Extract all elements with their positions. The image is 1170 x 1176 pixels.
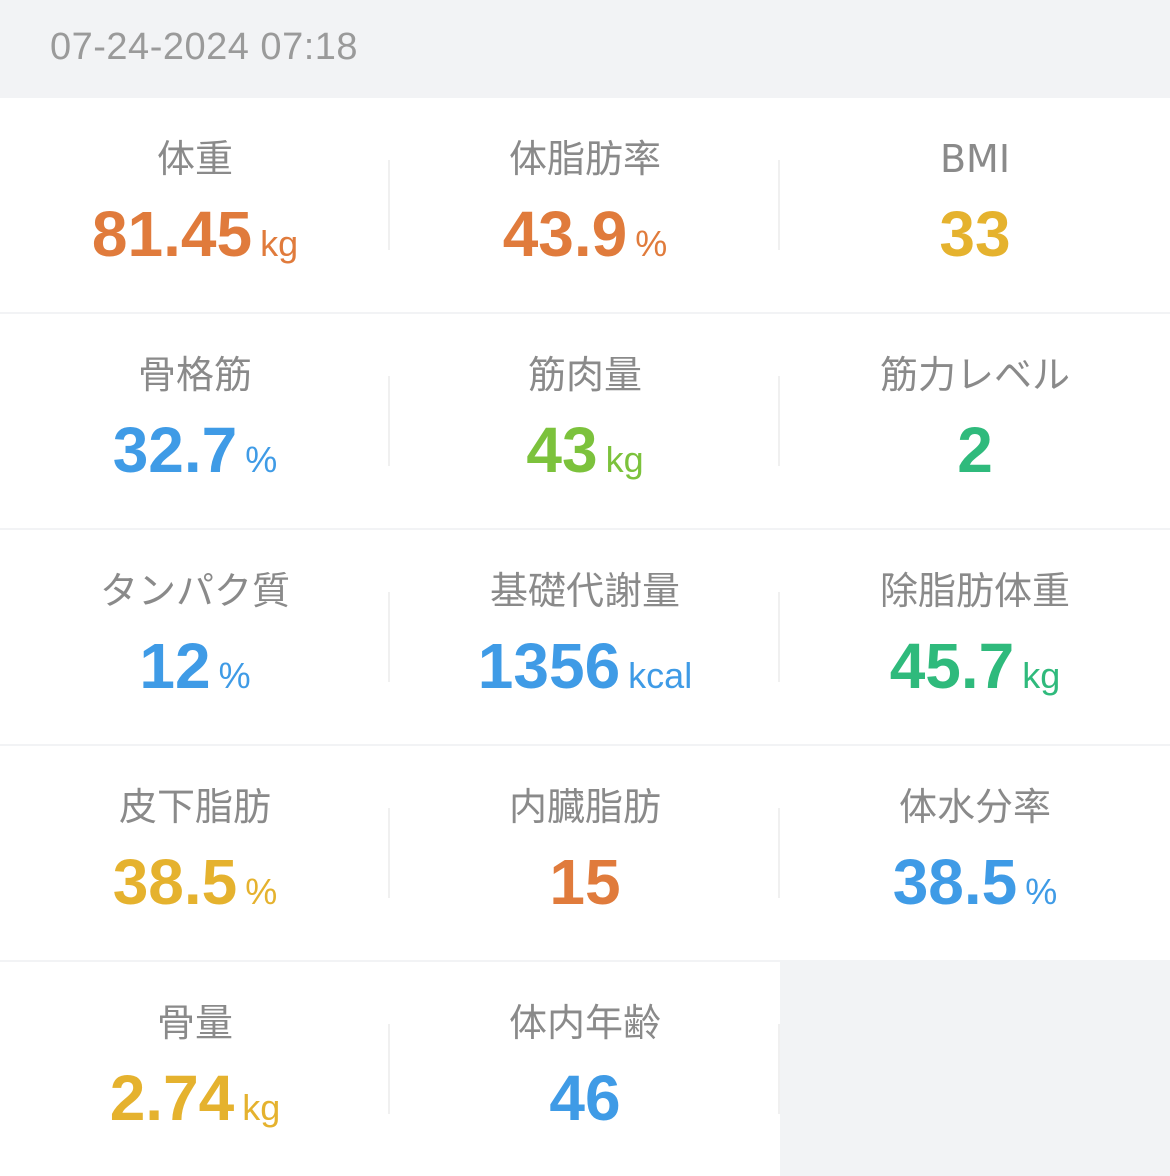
metric-value: 33	[939, 198, 1011, 270]
metric-label: 体脂肪率	[508, 137, 661, 181]
metric-body-fat[interactable]: 体脂肪率 43.9%	[390, 98, 780, 312]
measurement-timestamp: 07-24-2024 07:18	[50, 26, 359, 68]
metric-value: 15	[549, 846, 621, 918]
header-bar: 07-24-2024 07:18	[0, 0, 1170, 98]
metric-bmi[interactable]: BMI 33	[780, 98, 1170, 312]
metric-label: タンパク質	[99, 569, 290, 613]
metric-value: 2	[957, 414, 993, 486]
empty-cell	[780, 962, 1170, 1176]
metric-label: 体内年齢	[508, 1001, 661, 1045]
metric-lean-body-mass[interactable]: 除脂肪体重 45.7 kg	[780, 530, 1170, 744]
metric-bone-mass[interactable]: 骨量 2.74 kg	[0, 962, 390, 1176]
metric-value: 38.5	[112, 846, 238, 918]
metric-label: 体水分率	[898, 785, 1051, 829]
metric-unit: kg	[605, 439, 644, 480]
metric-strength-level[interactable]: 筋力レベル 2	[780, 314, 1170, 528]
metric-value: 2.74	[109, 1062, 235, 1134]
metric-unit: %	[218, 655, 251, 696]
metric-protein[interactable]: タンパク質 12%	[0, 530, 390, 744]
metric-muscle-mass[interactable]: 筋肉量 43 kg	[390, 314, 780, 528]
metric-label: 除脂肪体重	[879, 569, 1070, 613]
metric-value: 38.5	[892, 846, 1018, 918]
metric-basal-metabolism[interactable]: 基礎代謝量 1356 kcal	[390, 530, 780, 744]
metric-visceral-fat[interactable]: 内臓脂肪 15	[390, 746, 780, 960]
metric-label: 骨格筋	[137, 353, 252, 397]
metric-unit: kcal	[628, 655, 693, 696]
metric-value: 46	[549, 1062, 621, 1134]
metric-skeletal-muscle[interactable]: 骨格筋 32.7%	[0, 314, 390, 528]
metric-label: 基礎代謝量	[489, 569, 680, 613]
metric-value: 81.45	[91, 198, 253, 270]
metric-value: 1356	[477, 630, 621, 702]
metrics-grid: 体重 81.45 kg 体脂肪率 43.9% BMI 33 骨格筋 32.7% 筋…	[0, 98, 1170, 1176]
metric-unit: %	[245, 871, 278, 912]
metric-label: 筋肉量	[527, 353, 642, 397]
metric-label: 筋力レベル	[879, 353, 1070, 397]
metric-unit: kg	[1022, 655, 1061, 696]
metric-body-age[interactable]: 体内年齢 46	[390, 962, 780, 1176]
metric-label: 内臓脂肪	[508, 785, 661, 829]
metric-unit: kg	[260, 223, 299, 264]
metric-unit: %	[635, 223, 668, 264]
metric-unit: %	[245, 439, 278, 480]
metric-unit: %	[1025, 871, 1058, 912]
metric-subcutaneous-fat[interactable]: 皮下脂肪 38.5%	[0, 746, 390, 960]
metric-value: 43	[526, 414, 598, 486]
metric-unit: kg	[242, 1087, 281, 1128]
metric-value: 45.7	[889, 630, 1015, 702]
metric-label: 皮下脂肪	[118, 785, 271, 829]
metric-value: 12	[139, 630, 211, 702]
metric-label: BMI	[939, 137, 1011, 181]
metric-body-water[interactable]: 体水分率 38.5%	[780, 746, 1170, 960]
metric-value: 32.7	[112, 414, 238, 486]
metric-label: 体重	[156, 137, 233, 181]
metric-weight[interactable]: 体重 81.45 kg	[0, 98, 390, 312]
metric-label: 骨量	[156, 1001, 233, 1045]
metric-value: 43.9	[502, 198, 628, 270]
